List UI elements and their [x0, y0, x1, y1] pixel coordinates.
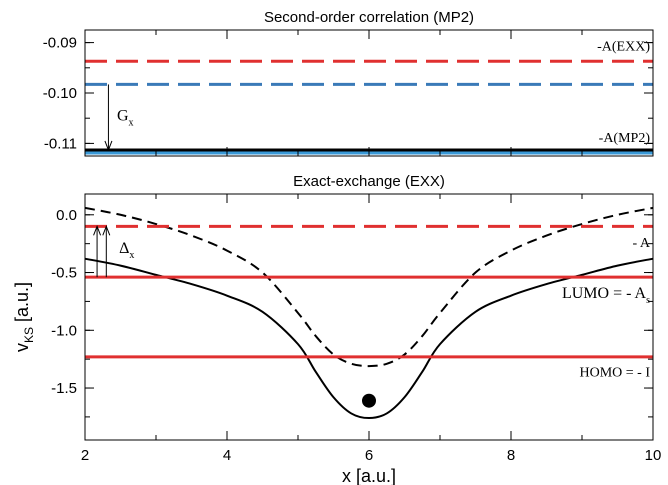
x-axis-label: x [a.u.] [342, 466, 396, 485]
annotation-2: Gx [117, 108, 134, 129]
y-tick-label: -0.09 [43, 35, 77, 52]
exx-annotation-layer: - A LUMO = - As HOMO = - I Δx [93, 224, 651, 380]
x-tick-label: 10 [645, 447, 662, 464]
exx-panel: Exact-exchange (EXX) - A LUMO = - As HOMO … [12, 173, 661, 485]
x-tick-label: 4 [223, 447, 231, 464]
annotation-subscript-1: s [646, 295, 650, 306]
annotation-1: LUMO = - As [562, 285, 650, 306]
x-tick-label: 2 [81, 447, 89, 464]
annotation-2: HOMO = - I [580, 365, 651, 380]
gap-arrow-head-0 [104, 140, 113, 152]
gap-arrow-head-0 [102, 224, 111, 236]
annotation-text-1: LUMO = - A [562, 285, 647, 302]
annotation-text-2: HOMO = - I [580, 365, 651, 380]
annotation-text-3: Δ [119, 240, 129, 257]
exx-plot-frame [84, 193, 654, 441]
annotation-0: - A [633, 236, 651, 251]
y-axis-label-unit: [a.u.] [12, 282, 32, 327]
annotation-subscript-3: x [129, 250, 134, 261]
y-tick-label: -0.5 [51, 265, 77, 282]
gap-arrow-head-1 [93, 224, 102, 236]
potential-curve-dashed [84, 206, 654, 368]
exx-series-layer [84, 206, 654, 420]
atom-marker [362, 393, 376, 408]
exx-tick-layer: 0.0 -0.5 -1.0 -1.5 2 4 6 8 10 [51, 194, 661, 464]
y-tick-label: 0.0 [56, 207, 77, 224]
annotation-1: -A(MP2) [599, 131, 651, 146]
potential-curve-solid [84, 257, 654, 420]
annotation-subscript-2: x [129, 118, 134, 129]
annotation-text-0: -A(EXX) [597, 40, 650, 55]
y-axis-label-main: v [12, 343, 32, 352]
y-tick-label: -0.10 [43, 85, 77, 102]
annotation-text-1: -A(MP2) [599, 131, 651, 146]
mp2-panel: Second-order correlation (MP2) -A(EXX)-A… [43, 9, 654, 157]
x-tick-label: 6 [365, 447, 373, 464]
mp2-panel-title: Second-order correlation (MP2) [264, 9, 474, 26]
annotation-0: -A(EXX) [597, 40, 650, 55]
mp2-plot-frame [84, 29, 654, 157]
y-axis-label-subscript: KS [22, 327, 36, 343]
y-axis-label: vKS [a.u.] [12, 282, 36, 352]
annotation-text-0: - A [633, 236, 651, 251]
mp2-series-layer [85, 59, 653, 155]
x-tick-label: 8 [507, 447, 515, 464]
annotation-3: Δx [119, 240, 134, 261]
y-tick-label: -0.11 [44, 135, 77, 152]
y-tick-label: -1.0 [51, 322, 77, 339]
annotation-text-2: G [117, 108, 129, 125]
exx-panel-title: Exact-exchange (EXX) [293, 173, 445, 190]
y-tick-label: -1.5 [51, 380, 77, 397]
mp2-tick-layer: -0.09 -0.10 -0.11 [43, 30, 654, 156]
mp2-annotation-layer: -A(EXX) -A(MP2) Gx [104, 40, 651, 152]
